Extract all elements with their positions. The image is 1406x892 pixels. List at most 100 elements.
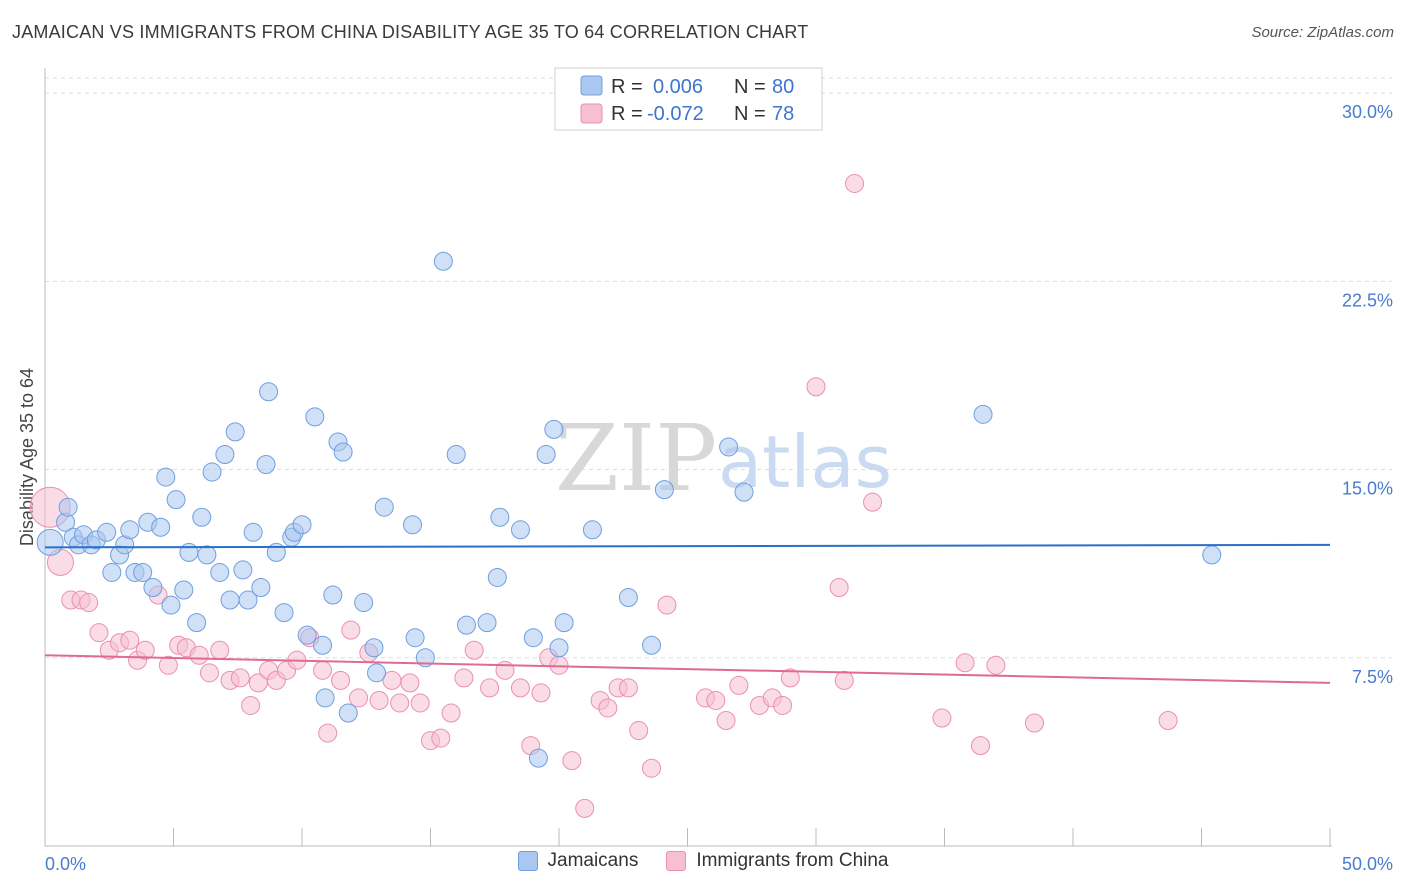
- jamaican-point-66: [536, 444, 556, 464]
- legend-n-label-blue: N =: [734, 76, 766, 98]
- china-point-56: [629, 721, 649, 741]
- china-point-42: [464, 640, 484, 660]
- jamaican-point-34: [251, 578, 271, 598]
- china-point-50: [562, 751, 582, 771]
- china-point-58: [657, 595, 677, 615]
- china-point-12: [158, 655, 178, 675]
- jamaican-point-67: [544, 419, 564, 439]
- jamaican-point-71: [618, 588, 638, 608]
- jamaican-point-0: [36, 528, 64, 556]
- series-china-points: [29, 173, 1178, 818]
- china-point-33: [369, 690, 389, 710]
- jamaican-point-57: [433, 251, 453, 271]
- jamaican-point-53: [374, 497, 394, 517]
- jamaican-point-54: [403, 515, 423, 535]
- jamaican-point-52: [367, 663, 387, 683]
- jamaican-point-61: [487, 567, 507, 587]
- jamaican-point-32: [238, 590, 258, 610]
- china-point-72: [932, 708, 952, 728]
- china-point-8: [120, 630, 140, 650]
- series-jamaicans-points: [36, 251, 1222, 768]
- jamaican-point-25: [197, 545, 217, 565]
- jamaican-point-38: [274, 603, 294, 623]
- legend-n-value-pink: 78: [772, 103, 794, 125]
- jamaican-point-69: [554, 613, 574, 633]
- china-point-35: [390, 693, 410, 713]
- china-point-45: [510, 678, 530, 698]
- jamaican-point-46: [323, 585, 343, 605]
- china-point-62: [729, 675, 749, 695]
- china-point-30: [341, 620, 361, 640]
- china-point-29: [331, 670, 351, 690]
- china-point-68: [829, 578, 849, 598]
- china-point-28: [318, 723, 338, 743]
- jamaican-point-41: [292, 515, 312, 535]
- jamaican-point-43: [305, 407, 325, 427]
- watermark: ZIP atlas: [555, 405, 892, 512]
- china-point-10: [135, 640, 155, 660]
- china-point-65: [773, 695, 793, 715]
- jamaican-point-17: [151, 517, 171, 537]
- china-point-55: [618, 678, 638, 698]
- legend-swatch-blue: [580, 75, 603, 96]
- source-label: Source: ZipAtlas.com: [1251, 24, 1394, 41]
- legend-label-china: Immigrants from China: [696, 850, 889, 871]
- legend-swatch-pink: [580, 103, 603, 124]
- jamaican-point-50: [354, 593, 374, 613]
- china-point-70: [845, 173, 865, 193]
- x-tick-label-1: 50.0%: [1342, 854, 1393, 874]
- china-point-73: [955, 653, 975, 673]
- jamaican-point-42: [297, 625, 317, 645]
- jamaican-point-31: [233, 560, 253, 580]
- china-point-51: [575, 798, 595, 818]
- jamaican-point-9: [102, 562, 122, 582]
- legend-r-label-pink: R =: [611, 103, 643, 125]
- jamaican-point-16: [143, 578, 163, 598]
- jamaican-point-21: [174, 580, 194, 600]
- jamaican-point-29: [220, 590, 240, 610]
- jamaican-point-28: [215, 444, 235, 464]
- x-ticks: [44, 828, 1331, 846]
- series-legend: Jamaicans Immigrants from China: [0, 850, 1406, 872]
- china-point-71: [863, 492, 883, 512]
- jamaican-point-14: [133, 562, 153, 582]
- jamaican-point-48: [333, 442, 353, 462]
- china-point-67: [806, 377, 826, 397]
- x-tick-labels: 0.0% 50.0%: [45, 854, 1393, 874]
- jamaican-point-76: [973, 404, 993, 424]
- jamaican-point-63: [510, 520, 530, 540]
- china-point-76: [1024, 713, 1044, 733]
- y-tick-label-2: 22.5%: [1342, 290, 1393, 310]
- china-point-57: [642, 758, 662, 778]
- chart-title: JAMAICAN VS IMMIGRANTS FROM CHINA DISABI…: [12, 22, 809, 42]
- china-point-60: [706, 690, 726, 710]
- legend-n-label-pink: N =: [734, 103, 766, 125]
- jamaican-point-64: [523, 628, 543, 648]
- watermark-zip: ZIP: [555, 405, 717, 512]
- legend-r-label-blue: R =: [611, 76, 643, 98]
- china-point-75: [986, 655, 1006, 675]
- jamaican-point-56: [415, 648, 435, 668]
- jamaican-point-62: [490, 507, 510, 527]
- jamaican-point-51: [364, 638, 384, 658]
- jamaican-point-19: [161, 595, 181, 615]
- china-point-77: [1158, 711, 1178, 731]
- jamaican-point-68: [549, 638, 569, 658]
- legend-label-jamaicans: Jamaicans: [547, 850, 639, 871]
- jamaican-trend-line: [44, 543, 1331, 549]
- x-tick-label-0: 0.0%: [45, 854, 86, 874]
- jamaican-point-75: [734, 482, 754, 502]
- china-point-69: [834, 670, 854, 690]
- legend-item-china[interactable]: Immigrants from China: [666, 850, 889, 872]
- china-point-39: [431, 728, 451, 748]
- china-point-17: [210, 640, 230, 660]
- jamaican-point-44: [313, 635, 333, 655]
- china-point-43: [480, 678, 500, 698]
- legend-item-jamaicans[interactable]: Jamaicans: [517, 850, 639, 872]
- china-point-74: [970, 736, 990, 756]
- china-point-5: [89, 623, 109, 643]
- stats-legend: R = 0.006 N = 80 R = -0.072 N = 78: [554, 67, 823, 131]
- jamaican-point-20: [166, 490, 186, 510]
- china-point-31: [349, 688, 369, 708]
- jamaican-point-8: [97, 522, 117, 542]
